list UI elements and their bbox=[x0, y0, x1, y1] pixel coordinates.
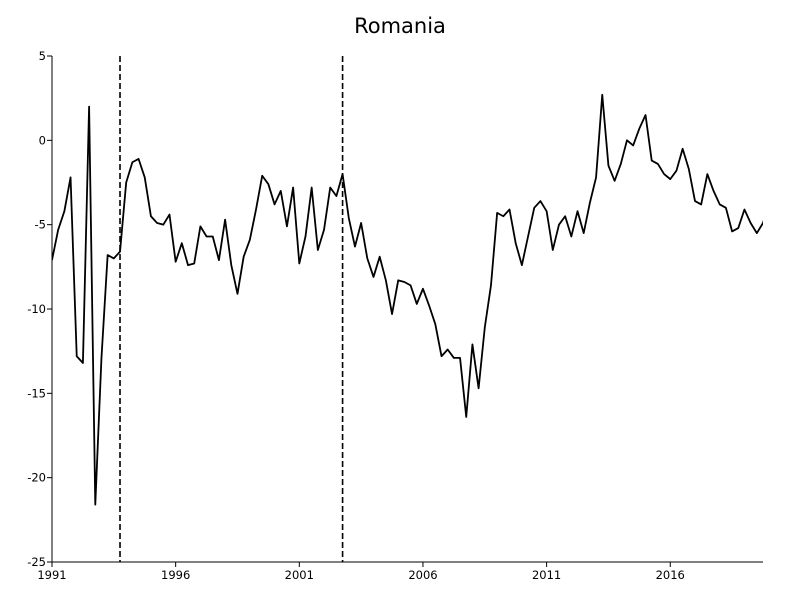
y-tick-label: -10 bbox=[27, 302, 46, 316]
x-tick-label: 2016 bbox=[656, 568, 685, 582]
y-tick-label: -20 bbox=[27, 471, 46, 485]
x-tick-label: 1996 bbox=[161, 568, 190, 582]
chart-title: Romania bbox=[354, 14, 446, 38]
x-tick-label: 2001 bbox=[285, 568, 314, 582]
reference-lines bbox=[119, 56, 344, 562]
y-tick-label: -25 bbox=[27, 555, 46, 569]
y-tick-label: -5 bbox=[35, 218, 46, 232]
y-tick-label: 5 bbox=[39, 49, 46, 63]
x-tick-label: 2006 bbox=[408, 568, 437, 582]
series-line bbox=[52, 93, 763, 506]
x-tick-label: 1991 bbox=[37, 568, 66, 582]
series-layer bbox=[52, 93, 763, 506]
x-tick-label: 2011 bbox=[532, 568, 561, 582]
y-tick-label: -15 bbox=[27, 386, 46, 400]
y-tick-label: 0 bbox=[39, 133, 46, 147]
